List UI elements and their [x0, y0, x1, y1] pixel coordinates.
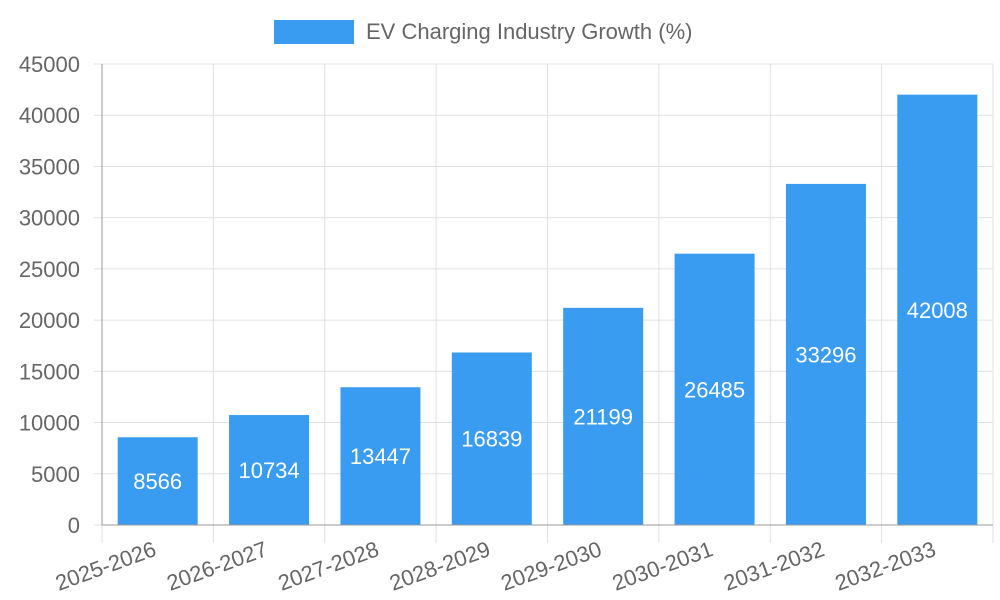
bar: [897, 94, 978, 526]
x-tick-label: 2027-2028: [275, 536, 382, 595]
bar-value-label: 13447: [350, 444, 411, 469]
bar: [117, 437, 198, 525]
bar: [785, 183, 866, 525]
bar-labels: 8566 10734 13447 16839 21199 26485 33296 42008: [133, 298, 968, 494]
bar: [451, 352, 532, 525]
bar-value-label: 21199: [573, 404, 633, 429]
y-tick-label: 20000: [19, 308, 80, 333]
legend: EV Charging Industry Growth (%): [274, 19, 692, 44]
bar-value-label: 8566: [133, 469, 182, 494]
bar: [340, 387, 421, 525]
bar-value-label: 10734: [238, 458, 299, 483]
x-tick-label: 2030-2031: [609, 536, 716, 595]
x-axis-ticks: 2025-2026 2026-2027 2027-2028 2028-2029 2029…: [52, 536, 939, 595]
legend-swatch: [274, 20, 354, 44]
bar-value-label: 26485: [684, 377, 745, 402]
y-tick-label: 35000: [19, 154, 80, 179]
y-tick-label: 15000: [19, 359, 80, 384]
y-tick-label: 40000: [19, 103, 80, 128]
y-tick-label: 30000: [19, 206, 80, 231]
x-tick-label: 2025-2026: [52, 536, 159, 595]
x-tick-label: 2031-2032: [720, 536, 827, 595]
bar-value-label: 33296: [795, 342, 856, 367]
x-tick-label: 2026-2027: [163, 536, 270, 595]
y-axis-ticks: 0 5000 10000 15000 20000 25000 30000 35000 40000…: [19, 52, 102, 538]
bars: [117, 94, 978, 526]
x-tick-label: 2032-2033: [832, 536, 939, 595]
y-tick-label: 10000: [19, 411, 80, 436]
bar: [563, 307, 644, 525]
bar-value-label: 16839: [461, 427, 522, 452]
x-tick-label: 2029-2030: [497, 536, 604, 595]
legend-label: EV Charging Industry Growth (%): [366, 19, 692, 44]
bar: [229, 415, 310, 525]
bar-value-label: 42008: [907, 298, 968, 323]
y-tick-label: 45000: [19, 52, 80, 77]
y-tick-label: 25000: [19, 257, 80, 282]
bar: [674, 253, 755, 525]
y-tick-label: 5000: [31, 462, 80, 487]
y-tick-label: 0: [68, 513, 80, 538]
x-tick-label: 2028-2029: [386, 536, 493, 595]
